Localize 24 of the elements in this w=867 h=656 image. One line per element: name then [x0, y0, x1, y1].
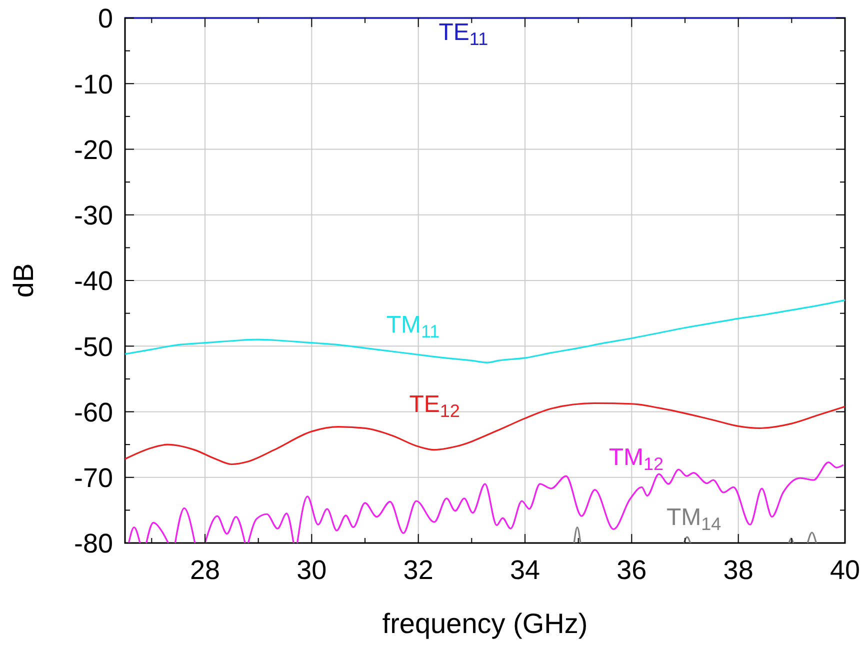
y-axis-title: dB: [8, 263, 39, 298]
y-tick-label: -10: [74, 69, 113, 100]
y-tick-label: -80: [74, 528, 113, 559]
x-tick-label: 30: [296, 555, 327, 585]
y-tick-label: -60: [74, 397, 113, 428]
series-label: TM$_{14}$: [666, 504, 722, 534]
series-label: TE$_{11}$: [438, 19, 488, 50]
x-tick-label: 34: [510, 555, 540, 585]
x-tick-label: 28: [190, 555, 220, 585]
series-label: TM$_{12}$: [608, 444, 664, 475]
x-tick-label: 38: [723, 555, 754, 585]
x-axis-title: frequency (GHz): [382, 608, 588, 639]
x-tick-label: 32: [403, 555, 434, 585]
y-tick-label: 0: [98, 4, 113, 34]
y-tick-label: -40: [74, 266, 113, 296]
y-tick-label: -50: [74, 332, 113, 362]
x-tick-label: 36: [616, 555, 647, 585]
line-series: [125, 299, 845, 364]
x-tick-label: 40: [830, 555, 860, 585]
y-tick-label: -20: [74, 134, 113, 165]
y-tick-label: -30: [74, 200, 113, 231]
series-label: TE$_{12}$: [409, 390, 460, 422]
series-label: TM$_{11}$: [386, 312, 440, 342]
y-tick-label: -70: [74, 463, 113, 494]
